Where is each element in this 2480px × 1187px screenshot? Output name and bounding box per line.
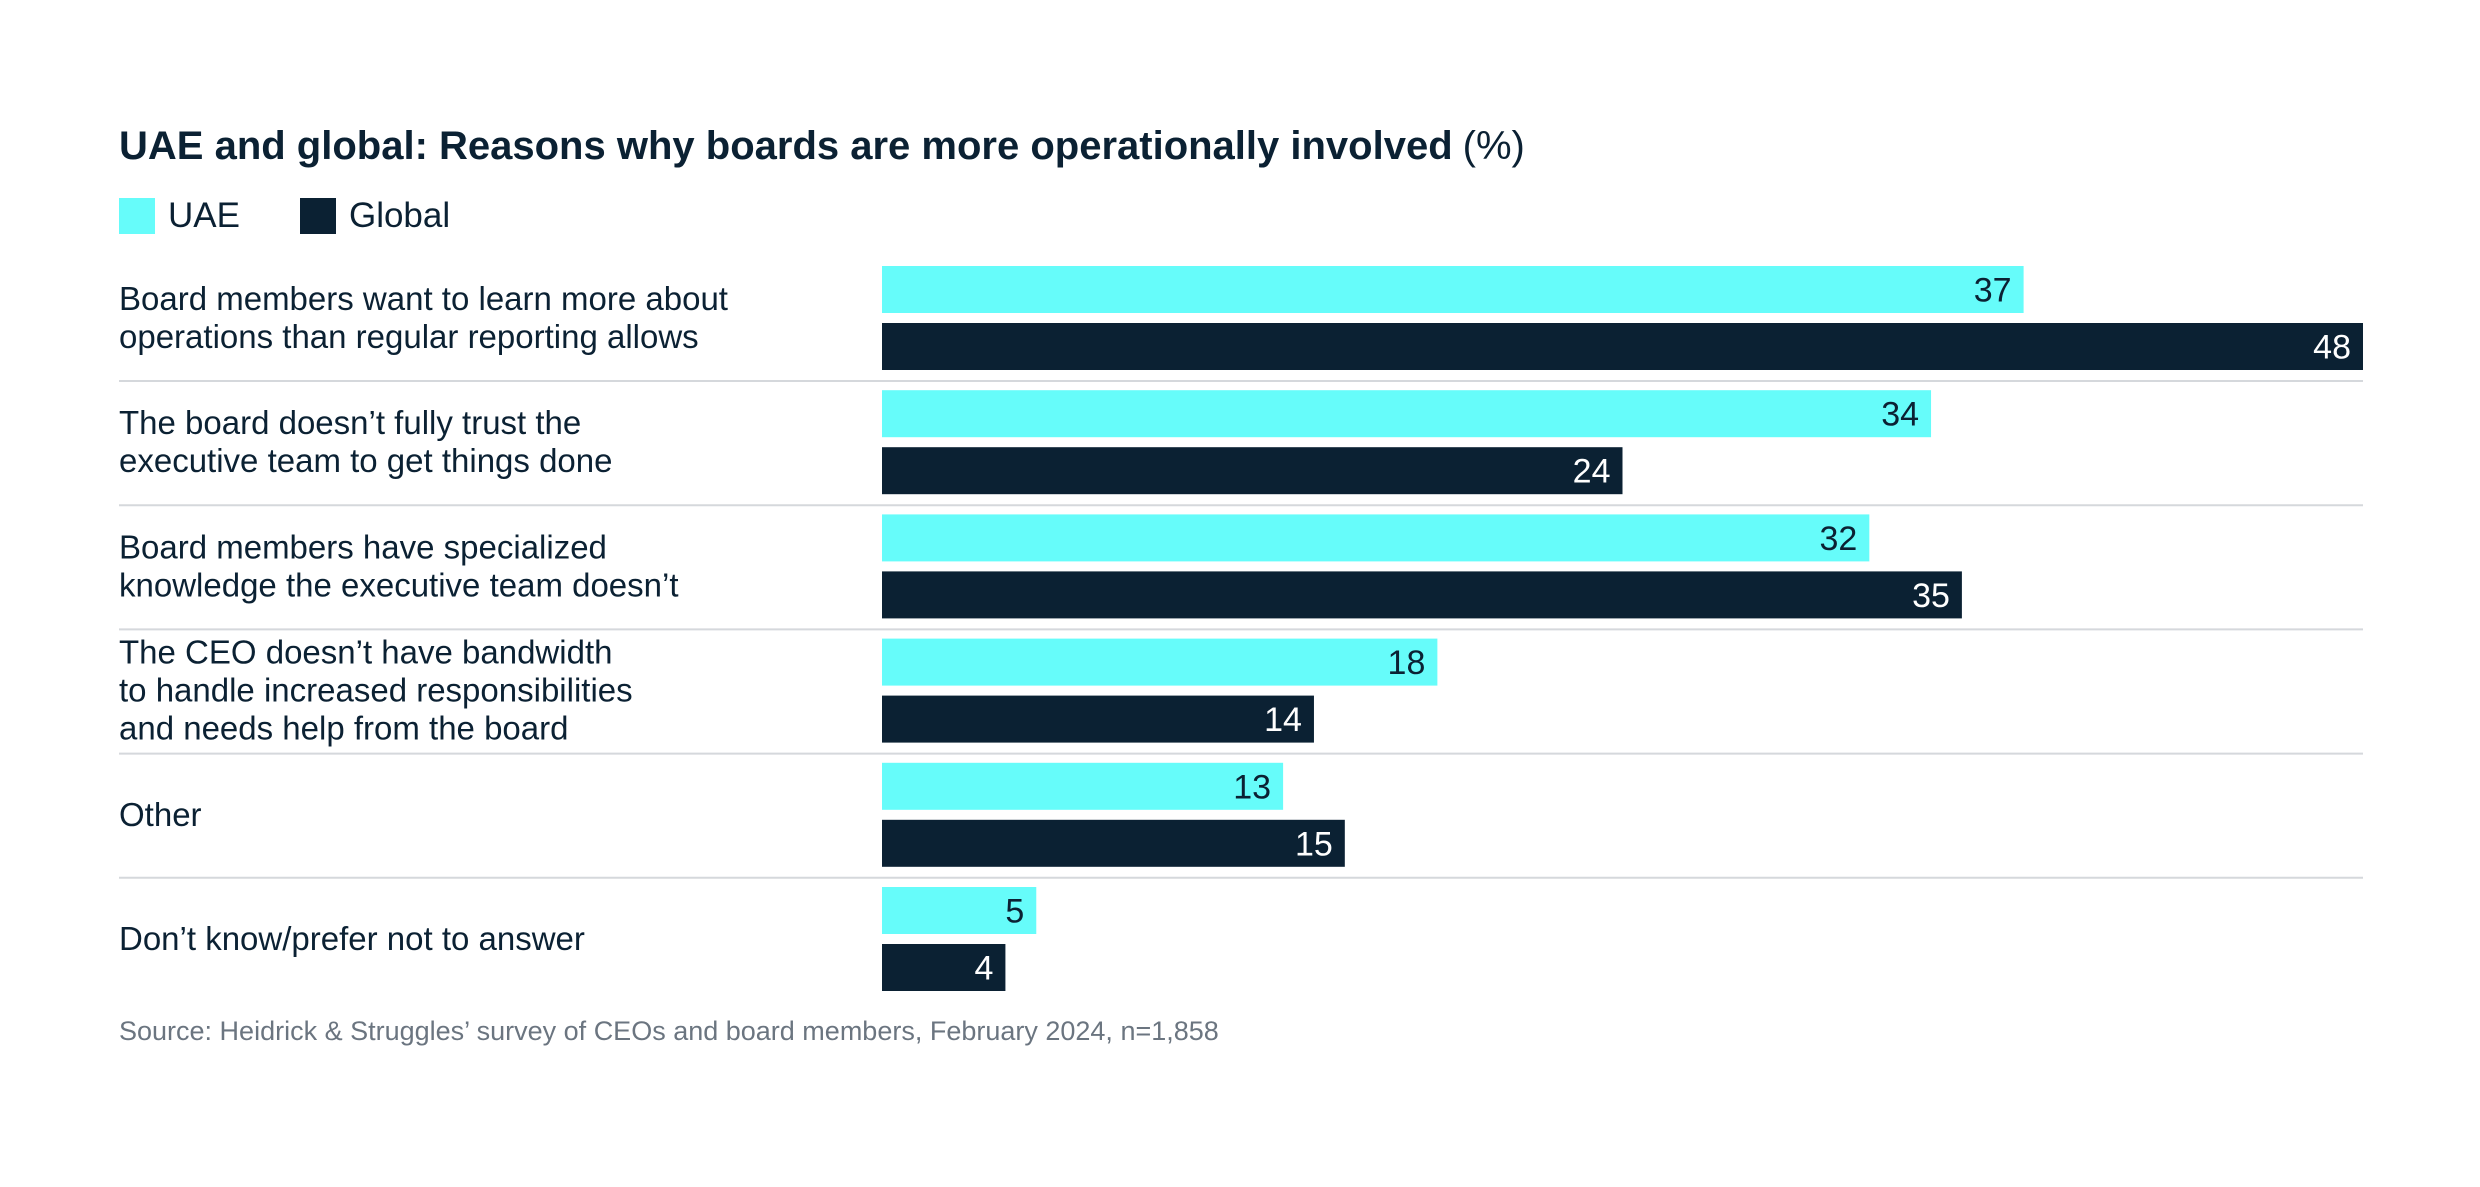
chart-title: UAE and global: Reasons why boards are m…: [119, 124, 1525, 169]
bar-global: [882, 695, 1314, 743]
legend-label-global: Global: [348, 196, 451, 235]
data-label: 34: [1881, 396, 1919, 434]
data-label: 15: [1295, 825, 1333, 863]
category-label: to handle increased responsibilities: [119, 672, 633, 709]
category-label: executive team to get things done: [119, 442, 613, 479]
bar-global: [882, 944, 1006, 991]
data-label: 14: [1264, 701, 1302, 739]
legend: UAE Global: [119, 196, 510, 236]
data-label: 18: [1388, 644, 1426, 682]
bar-uae: [882, 514, 1870, 562]
data-label: 32: [1820, 520, 1858, 558]
data-label: 5: [1005, 893, 1024, 931]
bar-global: [882, 323, 2363, 370]
bar-uae: [882, 762, 1284, 810]
legend-item-uae: UAE: [119, 196, 240, 236]
bar-uae: [882, 638, 1438, 686]
bar-uae: [882, 266, 2024, 313]
data-label: 4: [974, 950, 993, 988]
data-label: 24: [1573, 453, 1611, 491]
bar-global: [882, 819, 1345, 867]
category-label: and needs help from the board: [119, 710, 568, 747]
legend-item-global: Global: [299, 196, 451, 236]
bar-global: [882, 571, 1962, 619]
chart-title-text: UAE and global: Reasons why boards are m…: [119, 124, 1453, 168]
category-label: The board doesn’t fully trust the: [119, 404, 581, 441]
bar-uae: [882, 887, 1037, 934]
legend-swatch-uae: [119, 198, 155, 234]
category-label: operations than regular reporting allows: [119, 318, 699, 355]
data-label: 35: [1912, 577, 1950, 615]
category-label: The CEO doesn’t have bandwidth: [119, 634, 612, 671]
category-label: Board members want to learn more about: [119, 280, 728, 317]
source-note: Source: Heidrick & Struggles’ survey of …: [119, 1016, 1219, 1046]
data-label: 37: [1974, 272, 2012, 310]
legend-label-uae: UAE: [168, 196, 240, 235]
category-label: Don’t know/prefer not to answer: [119, 920, 585, 957]
chart-title-unit: (%): [1462, 124, 1525, 168]
bar-uae: [882, 390, 1932, 438]
category-label: Other: [119, 796, 202, 833]
category-label: knowledge the executive team doesn’t: [119, 566, 679, 603]
category-label: Board members have specialized: [119, 528, 607, 565]
legend-swatch-global: [299, 198, 336, 234]
bar-global: [882, 447, 1623, 495]
data-label: 13: [1233, 768, 1271, 806]
data-label: 48: [2313, 329, 2351, 367]
